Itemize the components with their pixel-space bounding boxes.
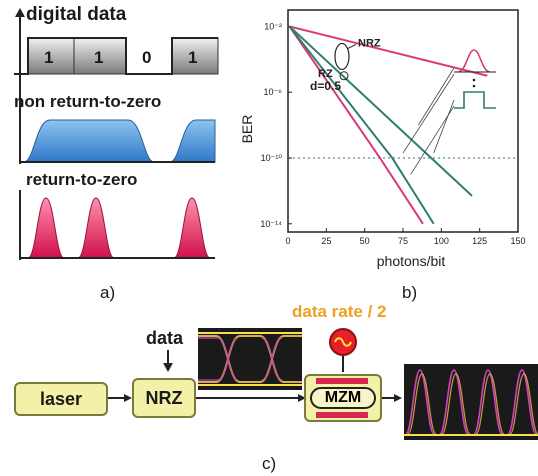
plot-frame bbox=[287, 9, 519, 233]
ber-series-4 bbox=[288, 25, 473, 197]
bit-4: 1 bbox=[188, 48, 198, 67]
inset-leader-4 bbox=[410, 105, 455, 175]
data-rate-label: data rate / 2 bbox=[292, 302, 387, 321]
x-tick-label: 0 bbox=[285, 236, 290, 246]
bit-1: 1 bbox=[44, 48, 54, 67]
x-axis-label: photons/bit bbox=[377, 253, 446, 269]
y-axis-label: BER bbox=[239, 115, 255, 144]
bit-3: 0 bbox=[142, 48, 152, 67]
inset-dot-1 bbox=[472, 78, 476, 82]
rz-eye-diagram bbox=[404, 364, 538, 440]
rz-waveform bbox=[19, 190, 215, 260]
laser-box: laser bbox=[14, 382, 108, 416]
data-input-label: data bbox=[146, 328, 184, 348]
nrz-label: non return-to-zero bbox=[14, 92, 162, 111]
inset-leader-2 bbox=[402, 73, 455, 154]
ber-series-1 bbox=[288, 25, 424, 225]
rz-marker bbox=[339, 71, 349, 81]
panel-b: 0 25 50 75 100 125 150 10⁻² 10⁻⁶ 10⁻¹⁰ 10⁻¹⁴ photon… bbox=[230, 0, 538, 305]
rz-label: return-to-zero bbox=[26, 170, 138, 189]
inset-rz-pulse-icon bbox=[457, 49, 491, 73]
nrz-waveform bbox=[19, 112, 216, 164]
ber-series-2 bbox=[288, 25, 435, 225]
digital-data-title: digital data bbox=[26, 4, 127, 25]
nrz-annotation: NRZ bbox=[358, 37, 381, 49]
x-tick-label: 75 bbox=[398, 236, 408, 246]
panel-c-caption: c) bbox=[262, 454, 277, 473]
ber-series-3 bbox=[289, 25, 488, 77]
rz-duty-annotation: d=0.5 bbox=[310, 79, 341, 93]
mzm-box: MZM bbox=[304, 374, 382, 422]
x-tick-label: 125 bbox=[472, 236, 487, 246]
panel-a: digital data 1 1 0 1 non return-to-zero … bbox=[0, 0, 230, 302]
data-input-arrow bbox=[163, 350, 173, 372]
ber-chart: 0 25 50 75 100 125 150 10⁻² 10⁻⁶ 10⁻¹⁰ 10⁻¹⁴ photon… bbox=[239, 9, 526, 269]
inset-leader-3 bbox=[433, 99, 455, 154]
nrz-modulator-box: NRZ bbox=[132, 378, 196, 418]
rz-annotation: RZ bbox=[318, 68, 333, 80]
inset-dot-2 bbox=[472, 84, 476, 88]
x-tick-label: 25 bbox=[321, 236, 331, 246]
inset-nrz-pulse-icon bbox=[454, 91, 496, 109]
panel-a-caption: a) bbox=[100, 283, 116, 302]
signal-path bbox=[108, 328, 402, 402]
nrz-eye-diagram bbox=[198, 328, 302, 390]
mzm-label: MZM bbox=[310, 387, 376, 409]
x-tick-label: 50 bbox=[360, 236, 370, 246]
panel-c: data data rate / 2 laser NRZ MZM bbox=[0, 300, 538, 476]
inset-leader-1 bbox=[417, 67, 455, 126]
panel-b-caption: b) bbox=[402, 283, 418, 302]
x-tick-label: 100 bbox=[434, 236, 449, 246]
x-tick-label: 150 bbox=[510, 236, 525, 246]
bit-2: 1 bbox=[94, 48, 104, 67]
y-tick-label: 10⁻¹⁰ bbox=[261, 153, 283, 163]
y-tick-label: 10⁻⁶ bbox=[264, 87, 283, 97]
y-tick-label: 10⁻¹⁴ bbox=[260, 219, 282, 229]
y-tick-label: 10⁻² bbox=[264, 21, 282, 31]
nrz-marker bbox=[334, 42, 350, 71]
digital-data-arrow bbox=[15, 8, 25, 116]
bit-sequence bbox=[14, 37, 219, 75]
nrz-leader bbox=[347, 43, 357, 49]
